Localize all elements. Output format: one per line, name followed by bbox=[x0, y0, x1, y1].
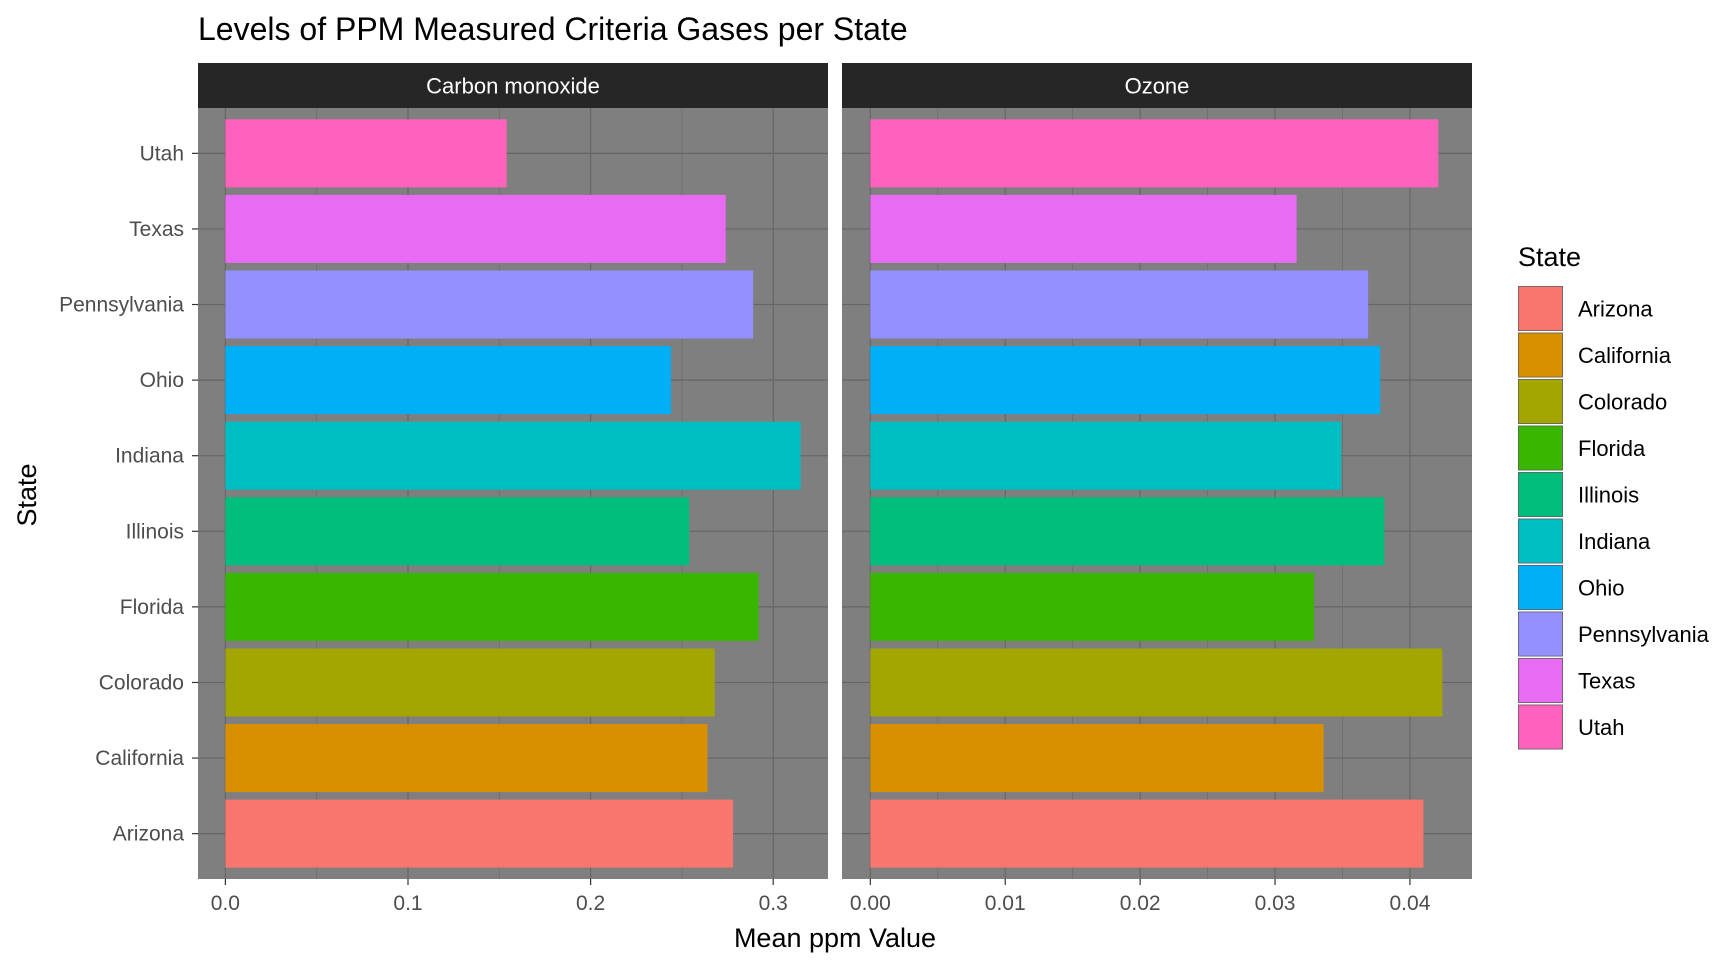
facet-strip-label: Ozone bbox=[1125, 74, 1190, 99]
legend-label: Florida bbox=[1578, 436, 1646, 461]
legend-swatch bbox=[1518, 565, 1563, 610]
y-tick-label: Utah bbox=[140, 142, 184, 165]
bar-carbon-monoxide-arizona bbox=[225, 799, 734, 868]
y-tick-label: Texas bbox=[129, 218, 184, 241]
legend-swatch bbox=[1518, 425, 1563, 471]
legend-item-ohio: Ohio bbox=[1518, 565, 1624, 610]
legend-swatch bbox=[1518, 518, 1563, 564]
legend-label: Texas bbox=[1578, 669, 1635, 694]
y-tick-label: Pennsylvania bbox=[59, 294, 184, 317]
legend-label: Colorado bbox=[1578, 390, 1667, 415]
y-tick-label: Florida bbox=[120, 596, 185, 619]
legend-item-indiana: Indiana bbox=[1518, 518, 1651, 564]
legend-swatch bbox=[1518, 332, 1563, 378]
x-tick-label: 0.0 bbox=[211, 892, 240, 915]
y-tick-label: Indiana bbox=[115, 445, 184, 468]
x-tick-label: 0.1 bbox=[393, 892, 422, 915]
bar-ozone-ohio bbox=[870, 346, 1381, 415]
chart-title: Levels of PPM Measured Criteria Gases pe… bbox=[198, 11, 908, 47]
legend: State Arizona California Colorado Florida Il… bbox=[1518, 242, 1710, 750]
bar-carbon-monoxide-illinois bbox=[225, 497, 690, 566]
panel-ozone: 0.00 0.01 0.02 0.03 0.04 Ozone bbox=[842, 63, 1472, 915]
legend-label: Ohio bbox=[1578, 576, 1624, 601]
legend-label: Pennsylvania bbox=[1578, 622, 1710, 647]
bar-ozone-florida bbox=[870, 572, 1315, 641]
legend-item-pennsylvania: Pennsylvania bbox=[1518, 611, 1710, 657]
y-tick-label: Illinois bbox=[126, 520, 184, 543]
bar-carbon-monoxide-colorado bbox=[225, 648, 715, 717]
y-tick-label: Ohio bbox=[140, 369, 184, 392]
legend-item-arizona: Arizona bbox=[1518, 286, 1653, 331]
legend-item-utah: Utah bbox=[1518, 704, 1624, 750]
y-tick-label: California bbox=[95, 747, 184, 770]
x-tick-label: 0.01 bbox=[985, 892, 1026, 915]
bar-ozone-indiana bbox=[870, 421, 1342, 490]
legend-swatch bbox=[1518, 472, 1563, 517]
x-tick-label: 0.03 bbox=[1255, 892, 1296, 915]
y-axis-title: State bbox=[12, 463, 42, 526]
y-tick-label: Arizona bbox=[113, 823, 185, 846]
legend-swatch bbox=[1518, 704, 1563, 750]
panel-carbon-monoxide: 0.0 0.1 0.2 0.3 Carbon monoxide bbox=[198, 63, 828, 915]
facet-strip bbox=[842, 63, 1472, 108]
legend-label: Illinois bbox=[1578, 483, 1639, 508]
bar-carbon-monoxide-ohio bbox=[225, 346, 671, 415]
x-tick-label: 0.2 bbox=[576, 892, 605, 915]
bar-ozone-illinois bbox=[870, 497, 1385, 566]
bar-ozone-texas bbox=[870, 194, 1297, 263]
x-tick-label: 0.3 bbox=[759, 892, 788, 915]
x-tick-label: 0.02 bbox=[1120, 892, 1161, 915]
bar-ozone-utah bbox=[870, 119, 1439, 188]
facet-strip bbox=[198, 63, 828, 108]
bar-carbon-monoxide-california bbox=[225, 724, 708, 793]
bar-carbon-monoxide-florida bbox=[225, 572, 759, 641]
legend-label: California bbox=[1578, 343, 1672, 368]
legend-title: State bbox=[1518, 242, 1581, 272]
legend-swatch bbox=[1518, 379, 1563, 424]
x-axis-title: Mean ppm Value bbox=[734, 923, 936, 953]
bar-ozone-california bbox=[870, 724, 1324, 793]
legend-item-california: California bbox=[1518, 332, 1672, 378]
bar-carbon-monoxide-texas bbox=[225, 194, 726, 263]
bar-carbon-monoxide-utah bbox=[225, 119, 507, 188]
bar-ozone-pennsylvania bbox=[870, 270, 1369, 339]
legend-label: Utah bbox=[1578, 715, 1624, 740]
x-tick-label: 0.00 bbox=[850, 892, 891, 915]
bar-ozone-colorado bbox=[870, 648, 1443, 717]
legend-item-colorado: Colorado bbox=[1518, 379, 1667, 424]
bar-carbon-monoxide-indiana bbox=[225, 421, 801, 490]
x-tick-label: 0.04 bbox=[1390, 892, 1431, 915]
bar-carbon-monoxide-pennsylvania bbox=[225, 270, 754, 339]
legend-swatch bbox=[1518, 611, 1563, 657]
legend-label: Indiana bbox=[1578, 529, 1651, 554]
legend-item-illinois: Illinois bbox=[1518, 472, 1639, 517]
y-axis: Arizona California Colorado Florida Illinois… bbox=[59, 142, 198, 846]
legend-swatch bbox=[1518, 286, 1563, 331]
y-tick-label: Colorado bbox=[99, 671, 184, 694]
legend-item-texas: Texas bbox=[1518, 658, 1635, 703]
legend-swatch bbox=[1518, 658, 1563, 703]
legend-item-florida: Florida bbox=[1518, 425, 1646, 471]
facet-strip-label: Carbon monoxide bbox=[426, 74, 600, 99]
bar-ozone-arizona bbox=[870, 799, 1424, 868]
legend-label: Arizona bbox=[1578, 297, 1653, 322]
